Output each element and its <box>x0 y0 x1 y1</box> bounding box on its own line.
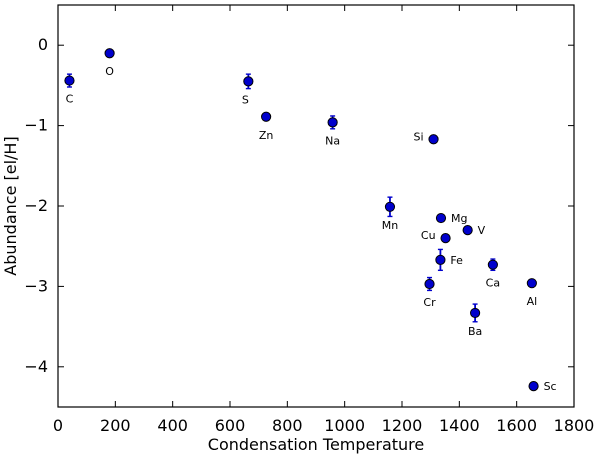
data-point-zn: Zn <box>259 111 274 142</box>
x-tick-label: 0 <box>53 416 63 435</box>
y-tick-label: −2 <box>24 196 48 215</box>
point-label: O <box>105 65 114 78</box>
data-point-v: V <box>462 224 486 237</box>
point-label: Al <box>527 295 538 308</box>
data-point-mg: Mg <box>435 212 467 225</box>
point-label: Fe <box>450 254 463 267</box>
x-tick-label: 1600 <box>496 416 537 435</box>
marker <box>470 307 481 319</box>
marker <box>424 278 435 290</box>
marker <box>428 134 439 145</box>
point-label: Mg <box>451 212 467 225</box>
point-label: Ba <box>468 325 482 338</box>
data-point-c: C <box>64 73 75 106</box>
y-tick-label: −3 <box>24 276 48 295</box>
x-tick-label: 1200 <box>382 416 423 435</box>
marker <box>243 76 254 87</box>
marker <box>528 380 539 392</box>
point-label: Zn <box>259 129 274 142</box>
point-label: Si <box>413 130 423 143</box>
point-label: V <box>478 224 486 237</box>
x-tick-label: 1400 <box>439 416 480 435</box>
data-point-o: O <box>104 48 115 78</box>
data-point-s: S <box>242 73 254 106</box>
marker <box>261 111 272 122</box>
plot-frame <box>57 4 575 408</box>
marker <box>440 233 451 244</box>
marker <box>487 259 498 270</box>
point-label: S <box>242 93 249 106</box>
marker <box>526 278 537 289</box>
x-tick-label: 200 <box>100 416 131 435</box>
marker <box>435 212 447 224</box>
data-point-sc: Sc <box>528 380 557 393</box>
data-point-si: Si <box>413 130 439 145</box>
x-tick-label: 1800 <box>554 416 595 435</box>
y-tick-label: −1 <box>24 116 48 135</box>
x-tick-label: 800 <box>272 416 303 435</box>
x-tick-label: 400 <box>157 416 188 435</box>
y-axis-label: Abundance [el/H] <box>1 136 20 275</box>
data-point-na: Na <box>325 115 340 147</box>
data-point-ca: Ca <box>486 258 500 290</box>
marker <box>435 254 446 265</box>
marker <box>64 75 75 86</box>
data-point-ba: Ba <box>468 303 482 338</box>
data-point-al: Al <box>526 278 538 308</box>
data-point-fe: Fe <box>435 248 463 272</box>
point-label: Ca <box>486 277 500 290</box>
x-axis-label: Condensation Temperature <box>208 435 424 454</box>
marker <box>384 201 396 212</box>
point-label: Cr <box>423 296 436 309</box>
marker <box>327 117 338 128</box>
marker <box>104 48 115 59</box>
point-label: C <box>66 93 74 106</box>
data-point-cr: Cr <box>423 276 436 309</box>
point-label: Cu <box>421 229 436 242</box>
x-tick-label: 600 <box>215 416 246 435</box>
point-label: Mn <box>382 219 398 232</box>
y-tick-label: −4 <box>24 357 48 376</box>
data-point-mn: Mn <box>382 196 398 232</box>
point-label: Sc <box>544 380 557 393</box>
data-points: C O S Zn Na Si Mn Mg V Cu Fe Ca Cr Al Ba Sc <box>64 48 557 393</box>
marker <box>462 225 473 236</box>
data-point-cu: Cu <box>421 229 451 244</box>
y-tick-label: 0 <box>38 35 48 54</box>
point-label: Na <box>325 134 340 147</box>
axis-ticks: 0 200 400 600 800 1000 1200 1400 1600 1800 0 −1 −2 −3… <box>24 5 594 435</box>
x-tick-label: 1000 <box>324 416 365 435</box>
